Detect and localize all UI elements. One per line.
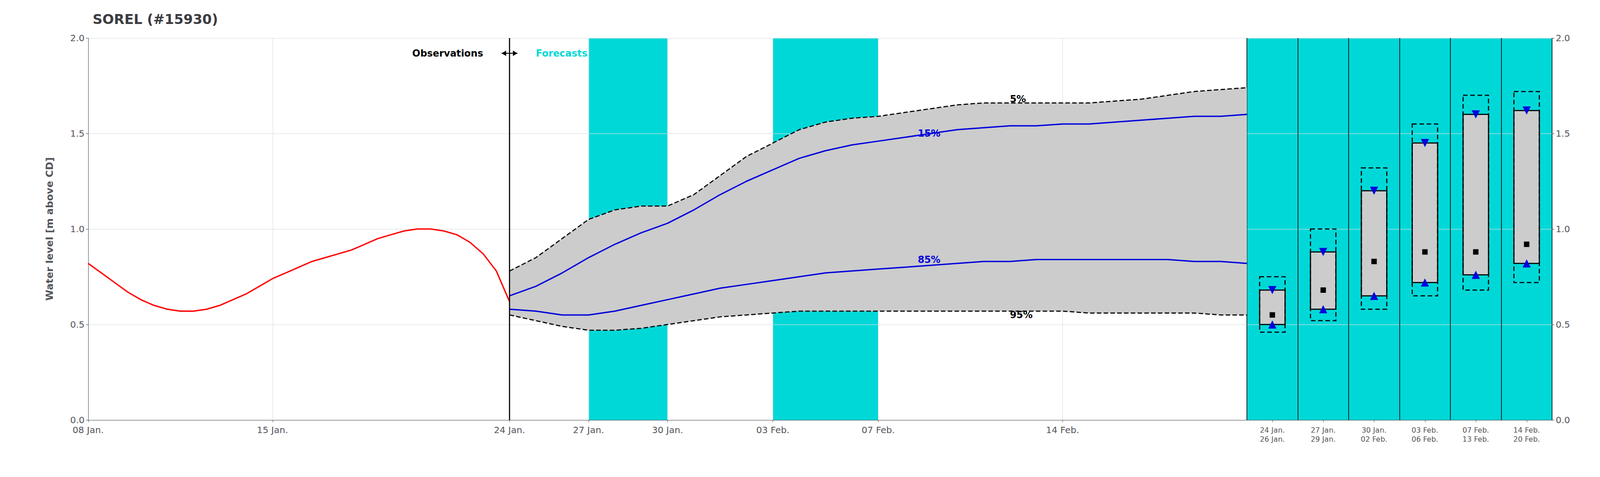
svg-text:08 Jan.: 08 Jan. xyxy=(72,424,104,435)
svg-text:Observations: Observations xyxy=(412,47,484,59)
svg-text:30 Jan.: 30 Jan. xyxy=(1361,425,1387,435)
svg-text:15%: 15% xyxy=(917,127,941,139)
svg-text:13 Feb.: 13 Feb. xyxy=(1462,434,1490,444)
svg-text:07 Feb.: 07 Feb. xyxy=(1462,425,1490,435)
svg-text:2.0: 2.0 xyxy=(70,32,85,44)
svg-text:24 Jan.: 24 Jan. xyxy=(494,424,526,435)
svg-text:5%: 5% xyxy=(1010,93,1027,105)
svg-text:29 Jan.: 29 Jan. xyxy=(1310,434,1336,444)
svg-text:1.0: 1.0 xyxy=(70,223,85,235)
svg-text:Water level [m above CD]: Water level [m above CD] xyxy=(43,157,56,301)
svg-text:1.0: 1.0 xyxy=(1555,223,1571,235)
svg-text:0.0: 0.0 xyxy=(1555,414,1571,425)
svg-text:1.5: 1.5 xyxy=(70,127,85,139)
svg-text:06 Feb.: 06 Feb. xyxy=(1411,434,1439,444)
svg-text:02 Feb.: 02 Feb. xyxy=(1360,434,1388,444)
svg-text:26 Jan.: 26 Jan. xyxy=(1260,434,1285,444)
svg-text:14 Feb.: 14 Feb. xyxy=(1513,425,1540,435)
svg-text:27 Jan.: 27 Jan. xyxy=(1310,425,1336,435)
svg-text:30 Jan.: 30 Jan. xyxy=(651,424,684,435)
svg-text:24 Jan.: 24 Jan. xyxy=(1260,425,1285,435)
svg-text:15 Jan.: 15 Jan. xyxy=(256,424,288,435)
svg-text:27 Jan.: 27 Jan. xyxy=(572,424,605,435)
svg-text:0.5: 0.5 xyxy=(70,318,85,330)
svg-text:2.0: 2.0 xyxy=(1555,32,1571,44)
svg-text:07 Feb.: 07 Feb. xyxy=(861,424,896,435)
svg-text:1.5: 1.5 xyxy=(1555,127,1571,139)
svg-text:Forecasts: Forecasts xyxy=(535,47,588,59)
svg-text:0.0: 0.0 xyxy=(70,414,85,425)
svg-text:03 Feb.: 03 Feb. xyxy=(1411,425,1439,435)
svg-text:SOREL (#15930): SOREL (#15930) xyxy=(92,11,218,28)
svg-text:14 Feb.: 14 Feb. xyxy=(1045,424,1080,435)
svg-text:0.5: 0.5 xyxy=(1555,318,1571,330)
svg-text:03 Feb.: 03 Feb. xyxy=(756,424,790,435)
svg-text:20 Feb.: 20 Feb. xyxy=(1513,434,1540,444)
svg-text:85%: 85% xyxy=(917,254,941,265)
svg-text:95%: 95% xyxy=(1010,309,1033,321)
